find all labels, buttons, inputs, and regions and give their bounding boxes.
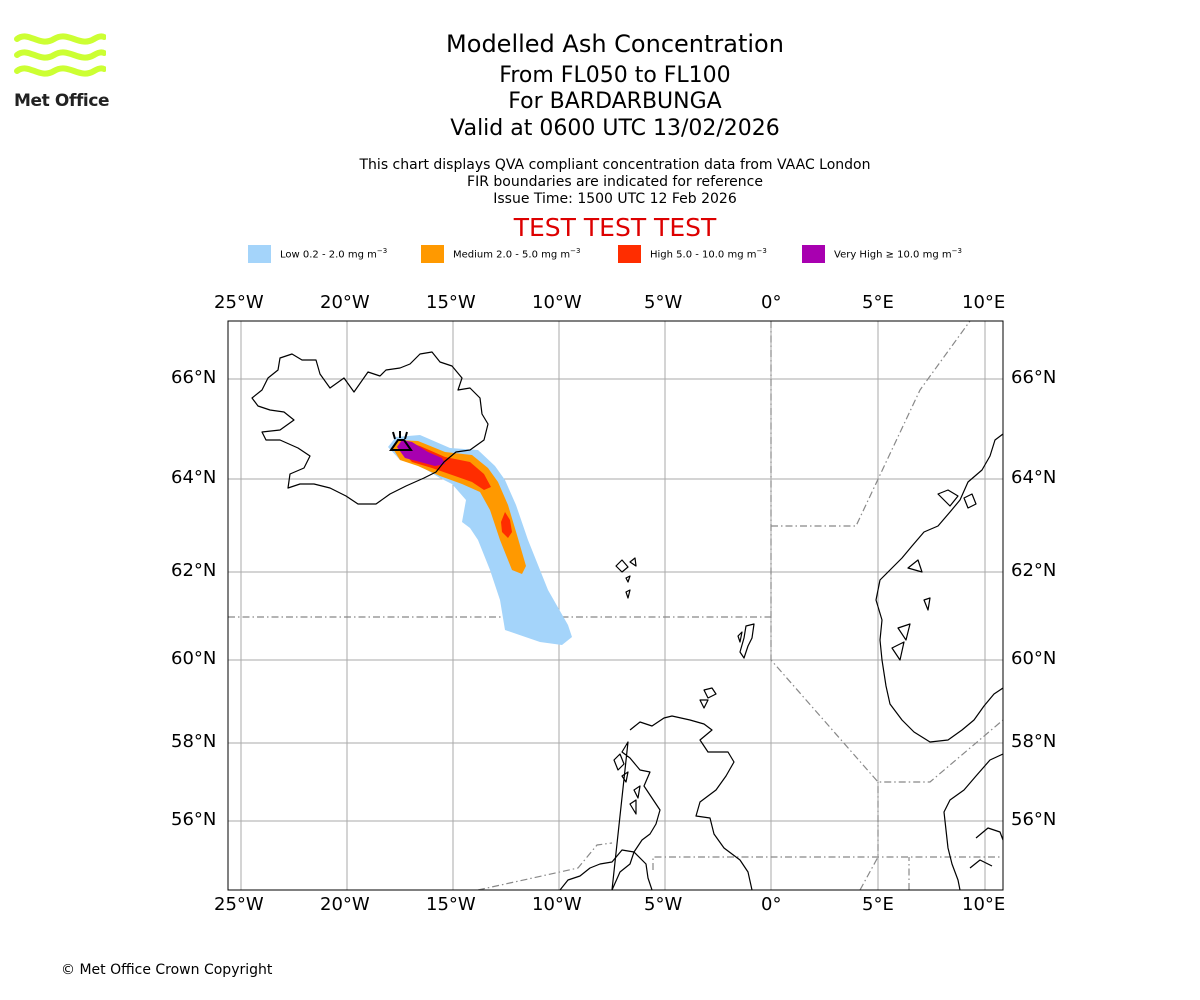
orkney-islands <box>699 687 717 709</box>
valid-time: Valid at 0600 UTC 13/02/2026 <box>450 116 780 141</box>
test-banner: TEST TEST TEST <box>513 213 717 242</box>
chart-title: Modelled Ash Concentration <box>446 30 784 58</box>
lon-tick-bottom: 5°E <box>862 894 894 915</box>
lat-tick-right: 64°N <box>1011 467 1057 488</box>
met-office-logo <box>14 33 106 77</box>
ash-plume <box>388 435 572 645</box>
lat-tick-left: 56°N <box>171 809 217 830</box>
lon-tick-bottom: 20°W <box>320 894 370 915</box>
great-britain-coast <box>611 715 753 890</box>
copyright-notice: © Met Office Crown Copyright <box>61 962 273 978</box>
lon-tick-top: 5°W <box>644 292 683 313</box>
map-frame <box>227 320 1004 891</box>
lat-tick-right: 66°N <box>1011 367 1057 388</box>
legend-swatch-high <box>618 245 641 263</box>
lon-tick-top: 10°W <box>532 292 582 313</box>
legend-swatch-very-high <box>802 245 825 263</box>
qva-note: This chart displays QVA compliant concen… <box>359 157 871 173</box>
legend-high: High 5.0 - 10.0 mg m−3 <box>618 244 767 264</box>
fir-boundary-east <box>770 321 1003 783</box>
volcano-name: For BARDARBUNGA <box>508 89 722 114</box>
lon-tick-top: 0° <box>761 292 782 313</box>
lon-tick-bottom: 10°E <box>962 894 1006 915</box>
graticule <box>228 321 1003 890</box>
shetland-islands <box>737 623 755 659</box>
lon-tick-bottom: 10°W <box>532 894 582 915</box>
lat-tick-left: 62°N <box>171 560 217 581</box>
lon-tick-top: 20°W <box>320 292 370 313</box>
iceland-coast <box>251 351 489 505</box>
coastlines <box>251 351 1003 890</box>
lat-tick-right: 58°N <box>1011 731 1057 752</box>
ash-zone-low <box>388 435 572 645</box>
lon-tick-bottom: 25°W <box>214 894 264 915</box>
sweden-denmark-coast <box>943 753 1003 890</box>
lon-tick-bottom: 15°W <box>426 894 476 915</box>
legend-label-high: High 5.0 - 10.0 mg m−3 <box>650 247 767 261</box>
legend-label-very-high: Very High ≥ 10.0 mg m−3 <box>834 247 962 261</box>
lon-tick-top: 15°W <box>426 292 476 313</box>
faroe-islands <box>615 557 637 599</box>
hebrides <box>613 753 641 815</box>
volcano-icon <box>389 431 413 451</box>
fir-boundary-norway <box>771 321 971 527</box>
norway-fjords <box>891 489 977 661</box>
legend-low: Low 0.2 - 2.0 mg m−3 <box>248 244 387 264</box>
legend-swatch-medium <box>421 245 444 263</box>
lat-tick-right: 62°N <box>1011 560 1057 581</box>
lat-tick-left: 66°N <box>171 367 217 388</box>
met-office-logo-text: Met Office <box>14 91 110 111</box>
lon-tick-top: 10°E <box>962 292 1006 313</box>
legend-swatch-low <box>248 245 271 263</box>
flight-levels: From FL050 to FL100 <box>499 63 731 88</box>
ireland-coast <box>559 849 653 890</box>
ash-zone-high-lower <box>501 512 512 538</box>
fir-boundary-south <box>652 856 1003 870</box>
fir-note: FIR boundaries are indicated for referen… <box>467 174 763 190</box>
fir-boundary-southeast <box>859 782 879 890</box>
norway-coast <box>875 433 1003 743</box>
legend-very-high: Very High ≥ 10.0 mg m−3 <box>802 244 962 264</box>
legend-label-medium: Medium 2.0 - 5.0 mg m−3 <box>453 247 581 261</box>
lon-tick-bottom: 0° <box>761 894 782 915</box>
issue-time: Issue Time: 1500 UTC 12 Feb 2026 <box>493 191 737 207</box>
legend-label-low: Low 0.2 - 2.0 mg m−3 <box>280 247 388 261</box>
fir-boundary-southwest <box>477 842 613 890</box>
lon-tick-top: 5°E <box>862 292 894 313</box>
lat-tick-left: 58°N <box>171 731 217 752</box>
lon-tick-bottom: 5°W <box>644 894 683 915</box>
legend-medium: Medium 2.0 - 5.0 mg m−3 <box>421 244 580 264</box>
fir-boundaries <box>228 321 1003 890</box>
lat-tick-right: 60°N <box>1011 648 1057 669</box>
lat-tick-right: 56°N <box>1011 809 1057 830</box>
lat-tick-left: 60°N <box>171 648 217 669</box>
lat-tick-left: 64°N <box>171 467 217 488</box>
lon-tick-top: 25°W <box>214 292 264 313</box>
